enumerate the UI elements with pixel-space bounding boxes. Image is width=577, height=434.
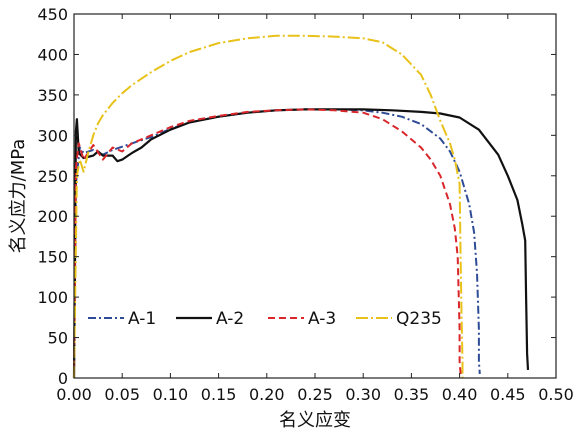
legend: A-1 A-2 A-3 Q235: [88, 309, 442, 329]
y-tick-label: 0: [58, 369, 68, 388]
y-tick-label: 200: [37, 207, 68, 226]
series-line-a-3: [73, 108, 462, 379]
y-tick-label: 250: [37, 167, 68, 186]
series-line-q235: [73, 34, 464, 379]
y-axis-title: 名义应力/MPa: [8, 139, 29, 254]
x-tick-label: 0.40: [442, 385, 478, 404]
series-layer: [72, 34, 530, 379]
x-tick-label: 0.45: [490, 385, 526, 404]
legend-label-q235: Q235: [396, 309, 442, 329]
legend-label-a-1: A-1: [128, 309, 156, 329]
x-tick-label: 0.00: [56, 385, 92, 404]
legend-label-a-2: A-2: [216, 309, 244, 329]
legend-label-a-3: A-3: [308, 309, 336, 329]
y-tick-label: 50: [48, 329, 68, 348]
x-tick-label: 0.50: [538, 385, 574, 404]
x-tick-label: 0.15: [201, 385, 237, 404]
x-axis-title: 名义应变: [279, 410, 351, 431]
y-tick-label: 350: [37, 86, 68, 105]
x-tick-label: 0.10: [153, 385, 189, 404]
x-tick-label: 0.35: [394, 385, 430, 404]
y-tick-label: 450: [37, 5, 68, 24]
x-tick-label: 0.05: [104, 385, 140, 404]
y-tick-label: 100: [37, 288, 68, 307]
y-tick-label: 150: [37, 248, 68, 267]
x-tick-label: 0.30: [345, 385, 381, 404]
x-tick-label: 0.20: [249, 385, 285, 404]
y-tick-label: 400: [37, 45, 68, 64]
ticks-layer: 0.00 0.05 0.10 0.15 0.20 0.25 0.30 0.35 0.40 0.45…: [37, 5, 573, 404]
y-tick-label: 300: [37, 126, 68, 145]
x-tick-label: 0.25: [297, 385, 333, 404]
